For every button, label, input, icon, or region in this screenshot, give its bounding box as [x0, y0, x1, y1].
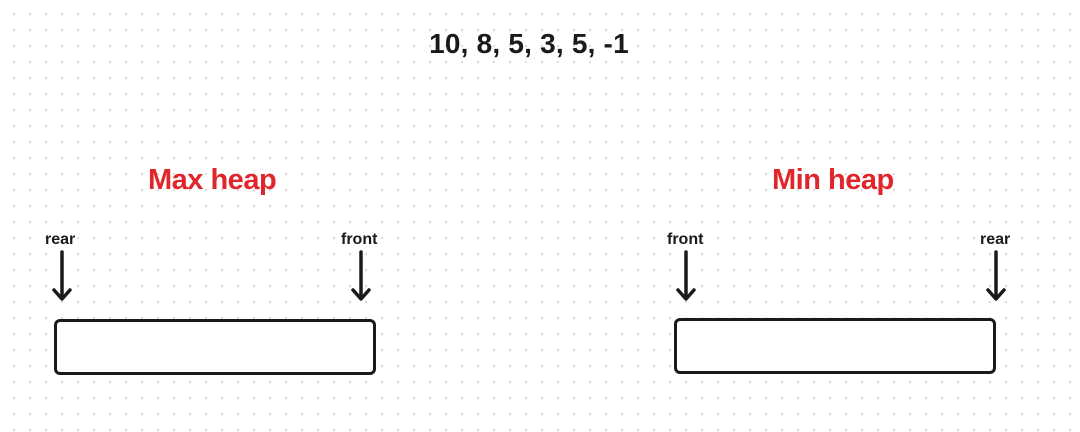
min-heap-queue-box	[674, 318, 996, 374]
max-heap-title: Max heap	[148, 164, 277, 196]
input-sequence: 10, 8, 5, 3, 5, -1	[429, 28, 629, 59]
max-heap-queue-box	[54, 319, 376, 375]
arrow-down-icon	[351, 250, 371, 301]
min-heap-panel: Min heap front rear	[540, 0, 1080, 432]
max-heap-panel: Max heap rear front	[45, 164, 378, 375]
arrow-down-icon	[986, 250, 1006, 301]
arrow-down-icon	[676, 250, 696, 301]
arrow-down-icon	[52, 250, 72, 301]
min-heap-rear-label: rear	[980, 231, 1011, 248]
min-heap-front-label: front	[667, 231, 704, 248]
max-heap-front-label: front	[341, 231, 378, 248]
min-heap-title: Min heap	[772, 164, 894, 196]
max-heap-rear-label: rear	[45, 231, 76, 248]
